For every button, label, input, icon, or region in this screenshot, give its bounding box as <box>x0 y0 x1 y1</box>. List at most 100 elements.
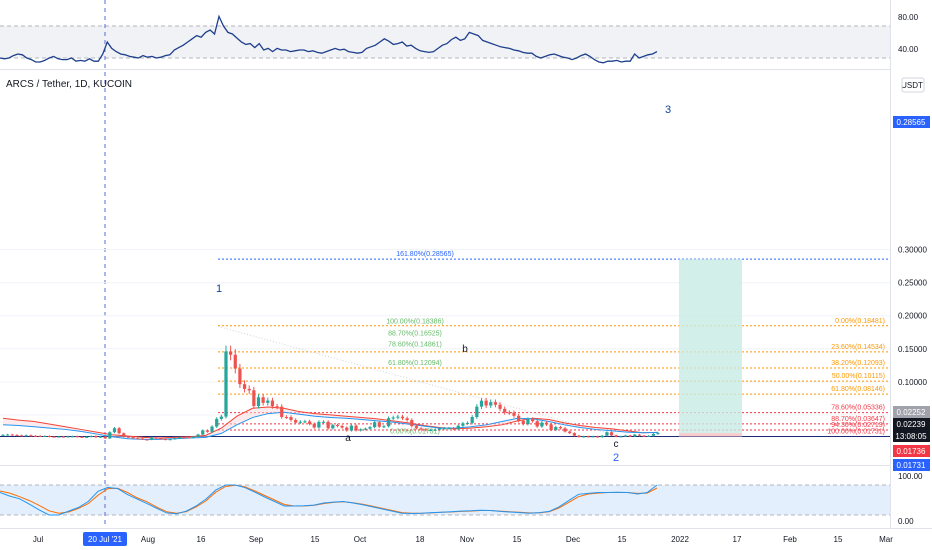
fib-label-left: 100.00%(0.18386) <box>386 318 444 325</box>
candle-body <box>275 406 279 408</box>
candle-body <box>577 435 581 438</box>
candle-body <box>377 422 381 427</box>
candle-body <box>52 436 56 438</box>
candle-body <box>419 428 423 430</box>
fib-label-left: 78.60%(0.14861) <box>388 342 442 349</box>
fib-label-left: 0.00%(0.01731) <box>390 429 440 436</box>
candle-body <box>647 435 651 437</box>
candle-body <box>312 423 316 428</box>
rsi-tick-label: 80.00 <box>898 13 919 22</box>
fib-label-right: 38.20%(0.12093) <box>831 360 885 367</box>
fib-label-right: 50.00%(0.10115) <box>832 373 885 380</box>
candle-body <box>47 435 52 437</box>
candle-body <box>335 425 340 427</box>
candle-body <box>43 435 47 437</box>
time-axis[interactable]: Jul 20 Jul '21 Aug 16 Sep 15 Oct 18 Nov 15 Dec 15 20… <box>33 532 893 546</box>
candle-body <box>219 416 223 419</box>
price-tag-bg <box>893 116 930 128</box>
candle-body <box>75 436 79 438</box>
time-tick-label: 16 <box>197 535 206 544</box>
target-box[interactable] <box>679 259 742 437</box>
candle-body <box>205 430 210 432</box>
candle-body <box>247 388 251 391</box>
candle-body <box>173 438 177 440</box>
candle-body <box>19 435 24 437</box>
time-tick-label: Jul <box>33 535 43 544</box>
candle-body <box>159 438 163 440</box>
candle-body <box>386 418 391 427</box>
candle-body <box>595 436 600 438</box>
candle-body <box>414 426 419 429</box>
candle-body <box>586 436 590 438</box>
candle-body <box>549 424 553 431</box>
stoch-tick-label: 0.00 <box>898 517 914 526</box>
candle-body <box>321 421 326 423</box>
candle-body <box>187 437 191 439</box>
price-tick-label: 0.10000 <box>898 378 927 387</box>
candle-body <box>530 419 535 422</box>
candle-body <box>85 436 89 438</box>
candle-body <box>568 431 572 434</box>
candle-body <box>89 436 93 438</box>
candle-body <box>526 419 530 425</box>
price-tag-bg <box>893 445 930 457</box>
candle-body <box>503 408 507 413</box>
price-axis[interactable]: USDT0.050000.100000.150000.200000.250000… <box>891 0 932 528</box>
candle-body <box>521 420 525 425</box>
candle-body <box>405 418 409 421</box>
time-tick-label: 15 <box>311 535 320 544</box>
candle-body <box>57 436 61 438</box>
candle-body <box>307 421 312 424</box>
candle-body <box>605 432 609 436</box>
candle-body <box>373 422 377 428</box>
rsi-tick-label: 40.00 <box>898 45 919 54</box>
candle-body <box>136 438 140 440</box>
candle-body <box>391 417 395 419</box>
candle-body <box>396 416 400 418</box>
time-tick-label: Nov <box>460 535 474 544</box>
candle-body <box>428 429 432 431</box>
symbol-title[interactable]: ARCS / Tether, 1D, KUCOIN <box>6 79 132 90</box>
price-tick-label: 0.15000 <box>898 345 927 354</box>
candle-body <box>363 428 367 430</box>
candle-body <box>140 438 144 440</box>
candle-body <box>196 434 200 437</box>
candle-body <box>507 412 511 414</box>
candle-body <box>540 422 544 427</box>
candle-body <box>424 429 428 431</box>
price-panel[interactable] <box>0 70 890 465</box>
candle-body <box>410 420 414 427</box>
candle-body <box>623 435 628 437</box>
time-tick-label: Aug <box>141 535 155 544</box>
candle-body <box>563 428 567 432</box>
wave-label-b: b <box>462 344 468 355</box>
time-tick-label: 15 <box>618 535 627 544</box>
candle-body <box>98 436 103 438</box>
price-tag: 0.28565 <box>897 118 926 127</box>
candle-body <box>1 434 5 436</box>
price-tag: 0.01736 <box>897 447 926 456</box>
time-tick-label: 18 <box>416 535 425 544</box>
time-tick-label: Oct <box>354 535 367 544</box>
time-tick-label: 2022 <box>671 535 689 544</box>
moving-averages <box>2 406 659 440</box>
price-tag-bg <box>893 430 930 442</box>
wave-labels: 1 a b c 2 3 <box>216 104 671 464</box>
time-tick-label: 17 <box>733 535 742 544</box>
candle-body <box>191 436 196 438</box>
candle-body <box>354 425 358 431</box>
currency-box <box>901 77 925 93</box>
candle-body <box>433 429 437 431</box>
candle-body <box>359 429 363 431</box>
candle-body <box>340 425 344 428</box>
candles <box>1 345 660 441</box>
fib-label-left: 61.80%(0.12094) <box>388 360 442 367</box>
stoch-band <box>0 485 890 515</box>
candle-body <box>326 421 330 429</box>
candle-body <box>224 351 228 417</box>
wave-label-1: 1 <box>216 283 222 295</box>
candle-body <box>656 433 660 435</box>
candle-body <box>475 406 479 418</box>
